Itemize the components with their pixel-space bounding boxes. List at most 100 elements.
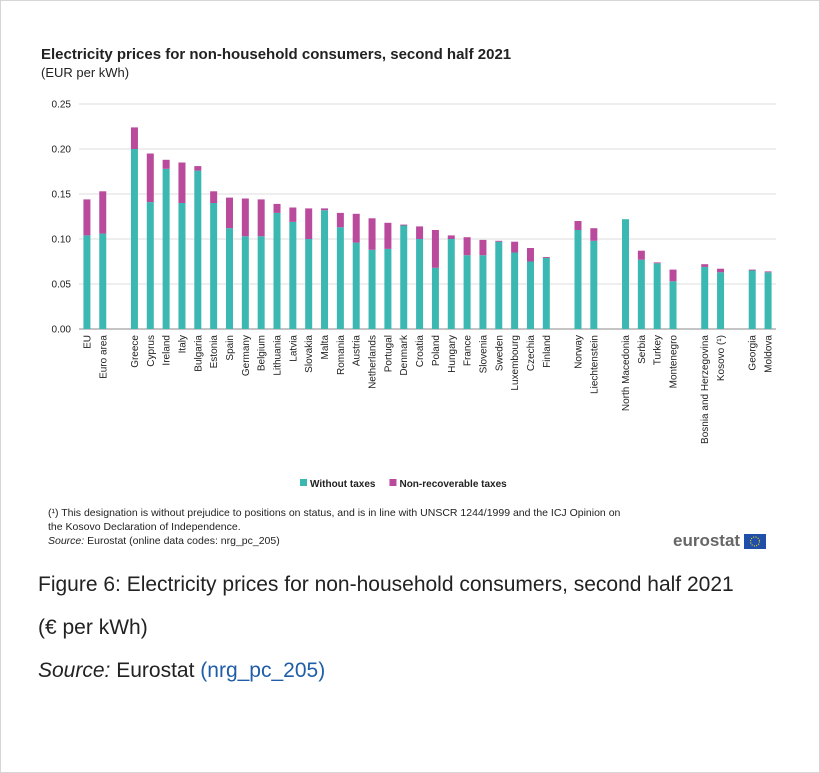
bar-segment (210, 203, 218, 329)
bar-segment (352, 242, 360, 329)
x-tick-label: Germany (241, 335, 252, 376)
x-tick-label: Poland (431, 335, 442, 366)
x-tick-label: Luxembourg (510, 335, 521, 391)
bar-segment (130, 149, 138, 329)
x-tick-label: Euro area (98, 335, 109, 379)
bar-segment (701, 264, 709, 267)
bar-segment (463, 237, 471, 256)
bar-segment (526, 248, 534, 262)
bar-segment (146, 202, 154, 329)
bar-segment (590, 228, 598, 241)
bar-segment (400, 225, 408, 329)
bar-segment (511, 241, 519, 253)
bar-segment (748, 269, 756, 271)
y-tick-label: 0.20 (52, 145, 72, 156)
caption-source-label: Source: (38, 659, 111, 682)
y-tick-label: 0.05 (52, 280, 72, 291)
bar-segment (384, 248, 392, 329)
bar-segment (336, 227, 344, 329)
bar-segment (83, 199, 91, 236)
bar-segment (400, 224, 408, 226)
y-tick-label: 0.10 (52, 235, 72, 246)
bar-segment (257, 199, 265, 237)
x-tick-label: Portugal (383, 335, 394, 372)
x-tick-label: Ireland (162, 335, 173, 366)
bar-segment (526, 261, 534, 329)
bar-segment (99, 191, 107, 234)
y-tick-label: 0.00 (52, 325, 72, 336)
x-tick-label: Bosnia and Herzegovina (700, 335, 711, 444)
bar-segment (495, 240, 503, 242)
bar-segment (273, 212, 281, 329)
bar-segment (305, 239, 313, 329)
x-tick-label: Spain (225, 335, 236, 361)
bar-segment (162, 168, 170, 329)
x-tick-label: Italy (177, 335, 188, 353)
bar-segment (368, 218, 376, 250)
logo: eurostat (673, 531, 767, 551)
chart: Electricity prices for non-household con… (41, 46, 776, 490)
x-tick-label: Netherlands (368, 335, 379, 389)
bar-segment (289, 221, 297, 329)
y-tick-label: 0.25 (52, 100, 72, 111)
bar-segment (146, 153, 154, 203)
caption-source-text: Eurostat (116, 659, 195, 682)
bar-segment (574, 230, 582, 329)
bar-segment (479, 239, 487, 256)
x-tick-label: Serbia (637, 335, 648, 364)
source: Source: Eurostat (online data codes: nrg… (48, 535, 280, 547)
bar-segment (717, 268, 725, 273)
legend-swatch (300, 479, 307, 486)
bar-segment (83, 235, 91, 329)
x-tick-label: Kosovo (¹) (716, 335, 727, 381)
caption-title: Figure 6: Electricity prices for non-hou… (38, 573, 734, 596)
x-tick-label: Belgium (257, 335, 268, 371)
x-tick-label: Hungary (447, 335, 458, 373)
x-tick-label: Moldova (764, 335, 775, 373)
x-tick-label: Finland (542, 335, 553, 368)
x-tick-label: Denmark (399, 334, 410, 376)
x-tick-label: EU (82, 335, 93, 349)
x-tick-label: Slovenia (478, 335, 489, 374)
bar-segment (210, 191, 218, 203)
bar-segment (574, 221, 582, 230)
bar-segment (717, 272, 725, 329)
x-tick-label: Romania (336, 335, 347, 375)
bar-segment (431, 267, 439, 329)
bar-segment (289, 207, 297, 222)
x-tick-label: Turkey (653, 335, 664, 365)
bar-segment (178, 162, 186, 203)
x-tick-label: Sweden (494, 335, 505, 371)
caption-unit: (€ per kWh) (38, 616, 148, 639)
bar-segment (511, 252, 519, 329)
source-text: Eurostat (online data codes: nrg_pc_205) (87, 535, 280, 547)
bar-segment (447, 235, 455, 239)
caption-source-link[interactable]: (nrg_pc_205) (200, 659, 326, 682)
bar-segment (321, 210, 329, 329)
bar-segment (622, 219, 630, 329)
bar-segment (447, 239, 455, 329)
bar-segment (669, 269, 677, 282)
bar-segment (590, 240, 598, 329)
bar-segment (178, 203, 186, 329)
bar-segment (321, 208, 329, 211)
chart-subtitle: (EUR per kWh) (41, 65, 129, 80)
bar-segment (637, 259, 645, 329)
bar-segment (241, 198, 249, 237)
bar-segment (764, 271, 772, 273)
caption: Figure 6: Electricity prices for non-hou… (38, 563, 798, 692)
bar-segment (368, 249, 376, 329)
bar-segment (748, 270, 756, 329)
x-tick-label: Cyprus (146, 335, 157, 367)
bar-segment (542, 257, 550, 258)
bar-segment (495, 241, 503, 329)
x-tick-label: North Macedonia (621, 335, 632, 412)
bar-segment (416, 239, 424, 329)
x-tick-label: France (463, 335, 474, 367)
x-tick-label: Slovakia (304, 335, 315, 373)
bar-segment (479, 255, 487, 329)
bar-segment (542, 257, 550, 329)
logo-text: eurostat (673, 531, 741, 550)
bar-segment (463, 255, 471, 329)
bar-segment (194, 166, 202, 171)
